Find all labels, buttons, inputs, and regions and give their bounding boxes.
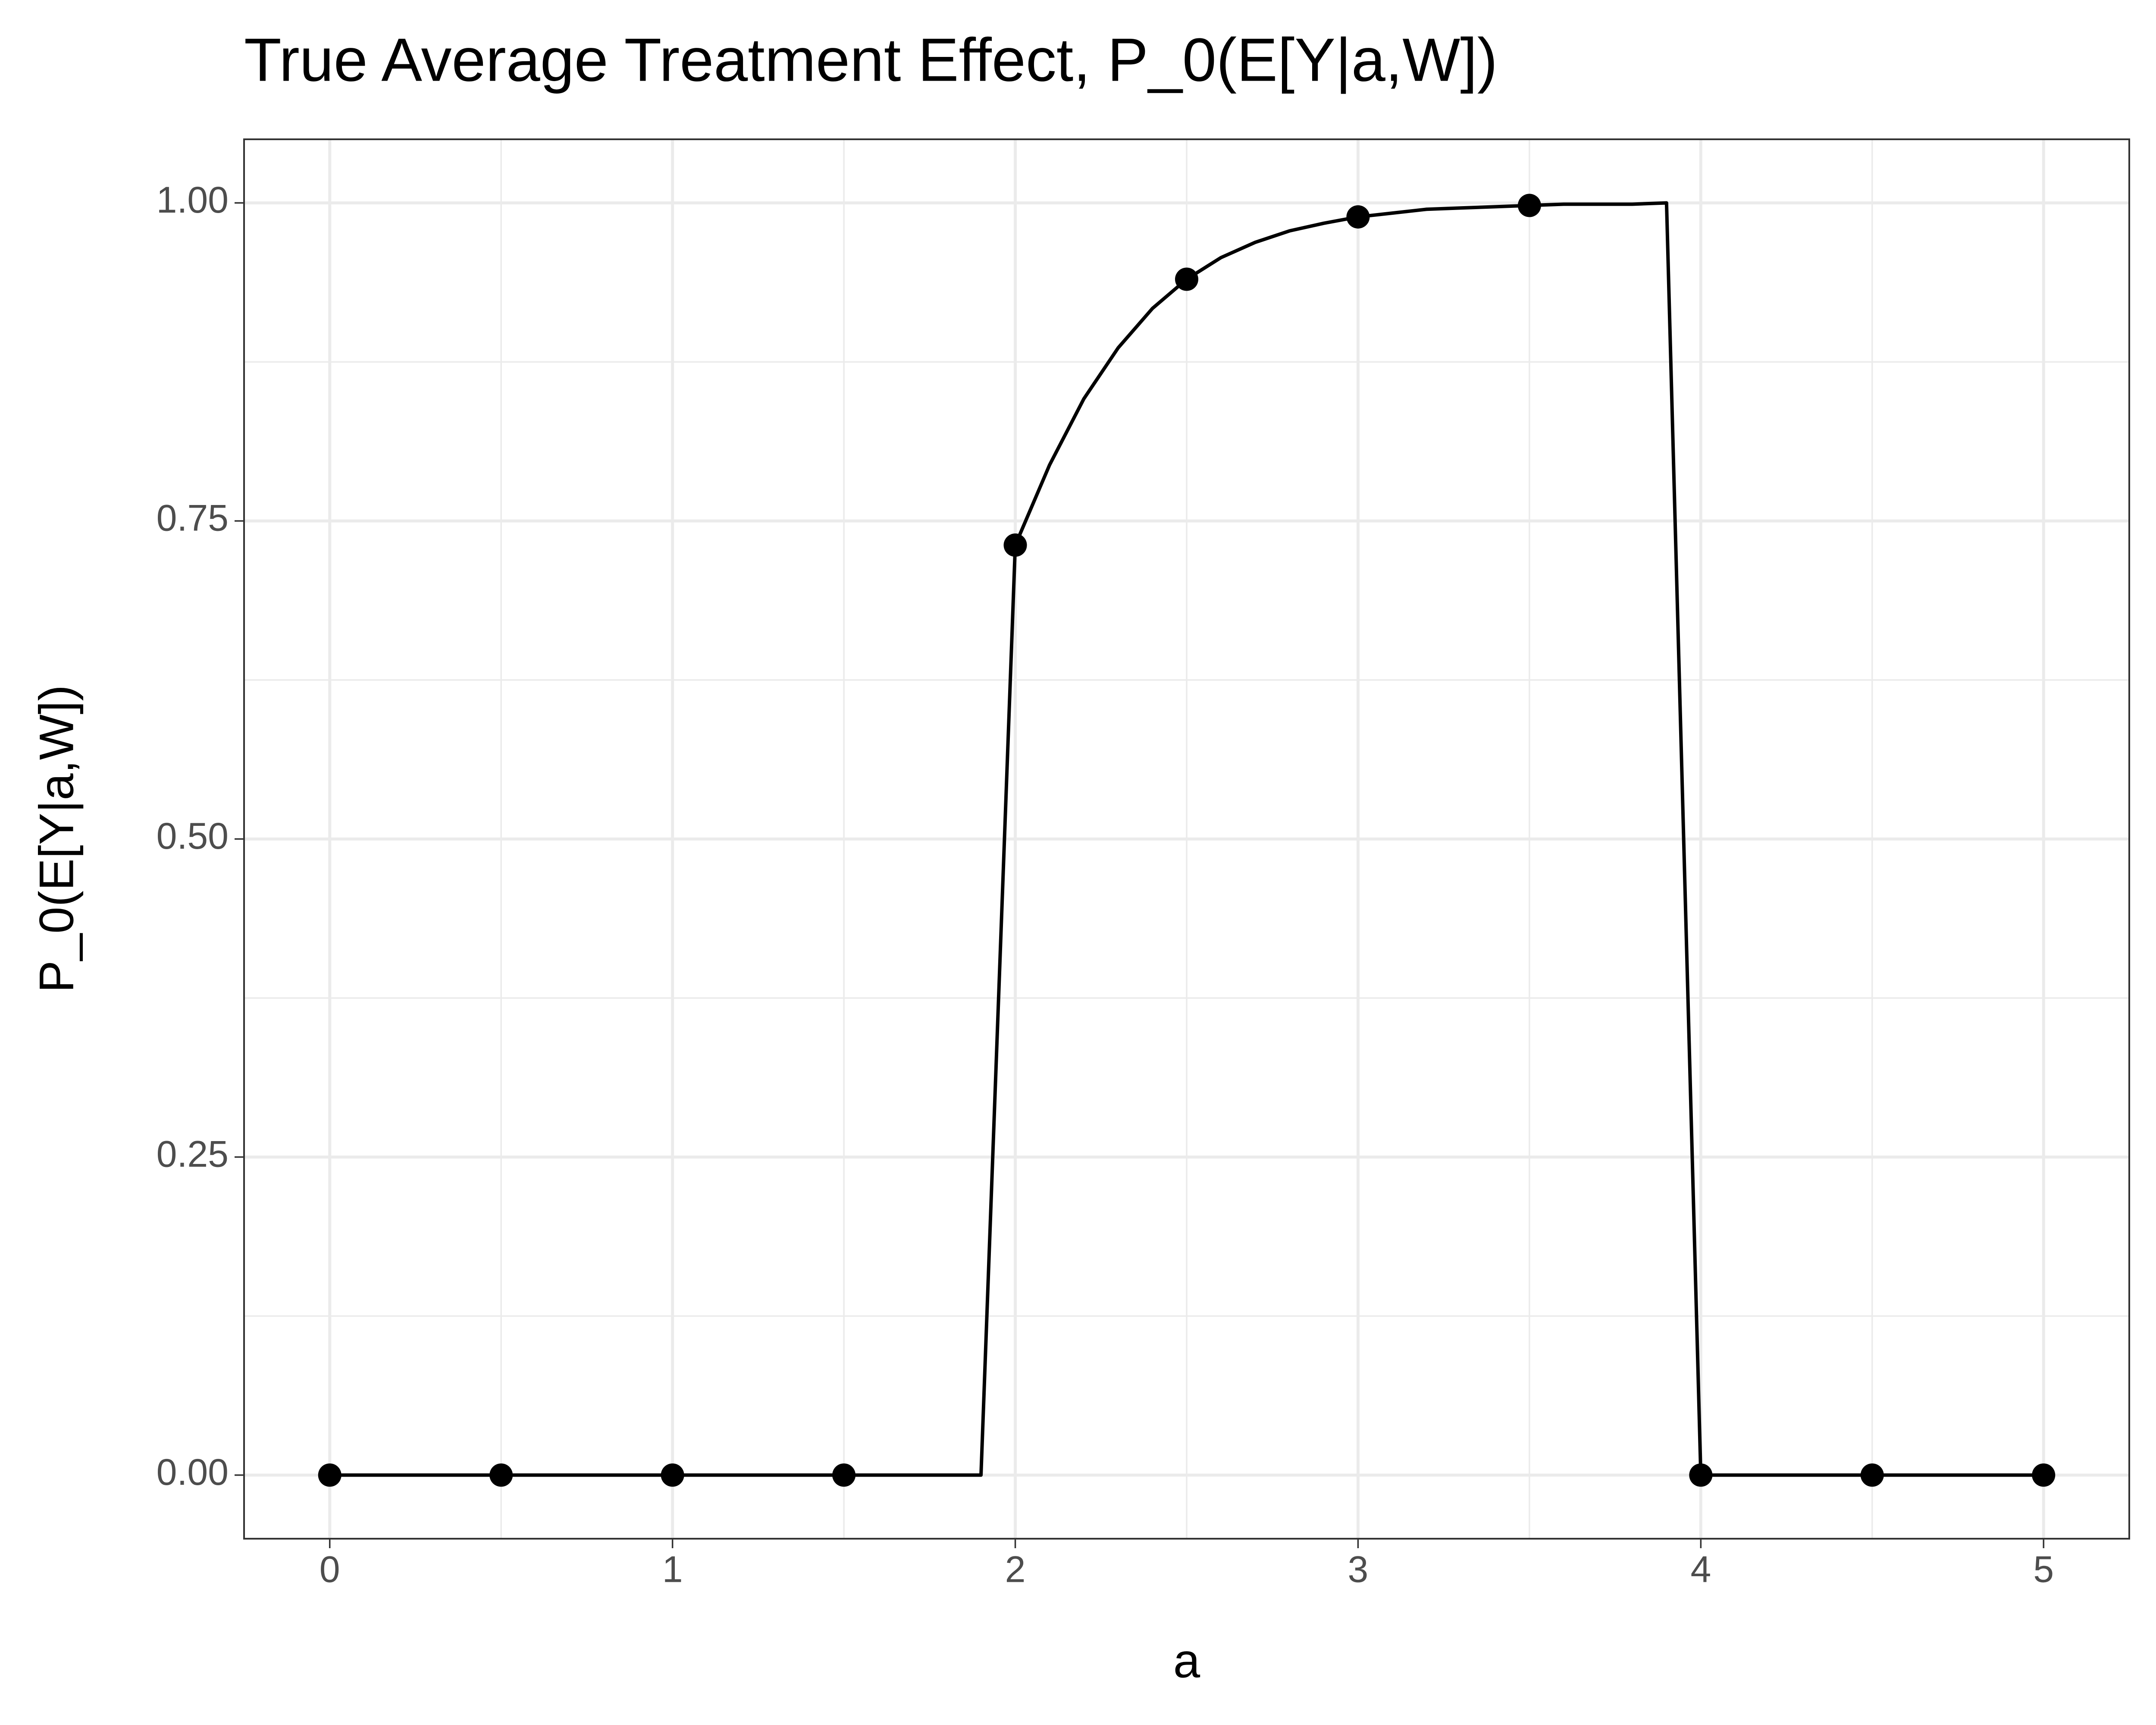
y-tick-label: 0.75 xyxy=(157,498,229,539)
panel-border xyxy=(243,138,2130,1540)
data-point xyxy=(1175,267,1198,291)
y-tick-label: 0.50 xyxy=(157,815,229,857)
y-tick-label: 1.00 xyxy=(157,179,229,221)
data-point xyxy=(489,1463,513,1487)
x-tick-label: 4 xyxy=(1690,1549,1711,1590)
data-point xyxy=(318,1463,342,1487)
x-tick-label: 3 xyxy=(1348,1549,1369,1590)
x-axis-title: a xyxy=(1173,1634,1200,1688)
x-tick-label: 2 xyxy=(1005,1549,1026,1590)
y-tick-label: 0.00 xyxy=(157,1452,229,1493)
data-point xyxy=(661,1463,684,1487)
data-point xyxy=(1346,205,1370,229)
data-point xyxy=(1517,194,1541,217)
x-tick-label: 0 xyxy=(320,1549,340,1590)
y-tick-label: 0.25 xyxy=(157,1134,229,1175)
data-point xyxy=(832,1463,856,1487)
data-point xyxy=(1860,1463,1884,1487)
data-point xyxy=(1689,1463,1713,1487)
x-tick-label: 5 xyxy=(2033,1549,2054,1590)
x-tick-label: 1 xyxy=(662,1549,683,1590)
y-axis-title: P_0(E[Y|a,W]) xyxy=(30,685,84,993)
data-point xyxy=(1003,533,1027,557)
data-point xyxy=(2032,1463,2056,1487)
chart-title: True Average Treatment Effect, P_0(E[Y|a… xyxy=(244,26,1498,94)
